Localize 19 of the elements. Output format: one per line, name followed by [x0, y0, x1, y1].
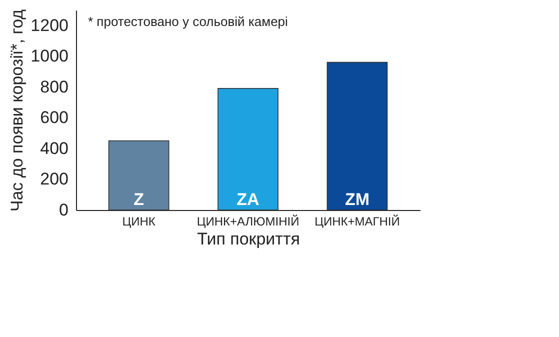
x-tick-label: ЦИНК+МАГНІЙ	[314, 214, 400, 228]
y-tick-label: 200	[40, 170, 68, 189]
x-tick-label: ЦИНК+АЛЮМІНІЙ	[196, 214, 300, 228]
y-tick-label: 1200	[30, 16, 68, 35]
data-label: ZA	[236, 190, 260, 209]
y-tick-label: 1000	[30, 46, 68, 66]
annotation: * протестовано у сольовій камері	[88, 14, 288, 29]
y-tick-label: 0	[59, 200, 68, 220]
x-axis-title: Тип покриття	[197, 230, 300, 248]
bar	[326, 62, 388, 210]
y-tick-label: 400	[40, 138, 68, 158]
bar	[218, 88, 278, 210]
y-axis-title: Час до появи корозії*, год	[8, 9, 27, 212]
y-tick-label: 800	[40, 77, 68, 96]
y-tick-label: 600	[40, 108, 68, 128]
data-label: ZM	[344, 190, 370, 209]
x-tick-label: ЦИНК	[122, 214, 156, 228]
bar	[108, 140, 170, 210]
data-label: Z	[134, 190, 144, 209]
